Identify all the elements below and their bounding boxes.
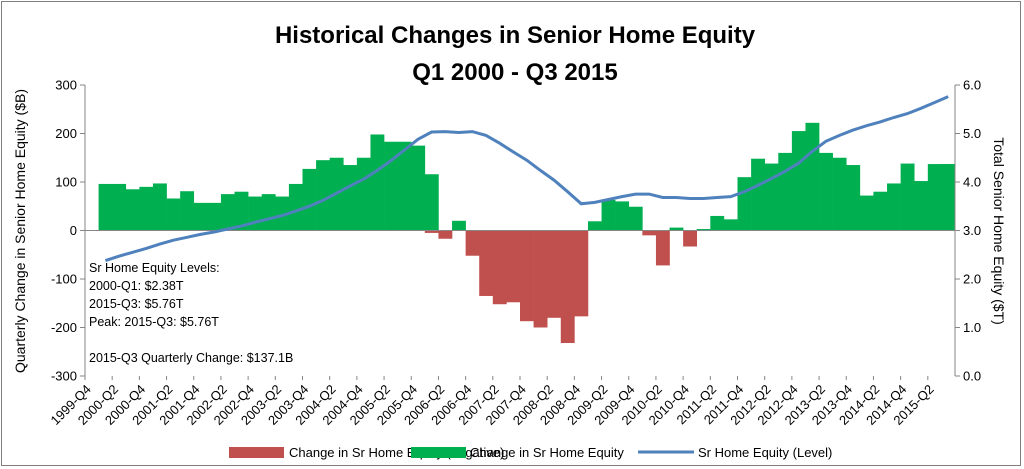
bar-positive-2003-Q2: [275, 196, 290, 231]
bar-positive-2009-Q2: [601, 199, 616, 231]
bar-positive-2014-Q1: [859, 195, 874, 231]
bar-positive-2004-Q4: [356, 157, 371, 231]
bar-positive-2013-Q2: [819, 152, 833, 231]
bar-positive-2009-Q1: [587, 221, 602, 231]
bar-positive-2000-Q2: [112, 183, 127, 231]
bar-positive-2015-Q3: [941, 164, 956, 231]
left-tick-label: 0: [70, 223, 77, 238]
level-series-line: [104, 95, 949, 263]
annotation-line-1: Sr Home Equity Levels:: [89, 261, 220, 275]
bar-positive-2014-Q2: [873, 191, 888, 231]
annotation-line-4: Peak: 2015-Q3: $5.76T: [89, 315, 219, 329]
bar-positive-2002-Q1: [207, 202, 222, 231]
bar-positive-2014-Q4: [900, 163, 915, 231]
right-tick-label: 5.0: [963, 126, 981, 141]
right-y-ticks: 6.0 5.0 4.0 3.0 2.0 1.0 0.0: [955, 78, 981, 384]
left-axis-title: Quarterly Change in Senior Home Equity (…: [12, 89, 28, 373]
bar-negative-2006-Q2: [438, 230, 453, 239]
bar-positive-2015-Q1: [914, 181, 929, 231]
bar-positive-2014-Q3: [887, 183, 901, 231]
bar-positive-2015-Q2: [927, 164, 942, 231]
bar-positive-2011-Q3: [723, 219, 738, 231]
legend-swatch-negative: [229, 447, 284, 458]
bar-negative-2007-Q2: [492, 230, 507, 305]
right-axis-title: Total Senior Home Equity ($T): [991, 137, 1007, 325]
bar-positive-2010-Q3: [669, 227, 684, 231]
bar-positive-2012-Q3: [778, 152, 793, 231]
bar-positive-2005-Q4: [411, 145, 426, 231]
bar-positive-2013-Q4: [846, 165, 861, 231]
bar-positive-2003-Q3: [288, 183, 303, 231]
bars-group: [98, 122, 956, 344]
bar-positive-2013-Q3: [832, 157, 847, 231]
x-ticks: 1999-Q42000-Q22000-Q42001-Q22001-Q42002-…: [48, 376, 937, 428]
right-tick-label: 6.0: [963, 78, 981, 93]
bar-negative-2007-Q3: [506, 230, 521, 303]
left-y-ticks: 300 200 100 0 -100 -200 -300: [51, 78, 85, 384]
annotation-line-3: 2015-Q3: $5.76T: [89, 297, 184, 311]
bar-positive-2002-Q3: [234, 191, 249, 231]
legend-label-level: Sr Home Equity (Level): [698, 445, 832, 460]
annotation-line-5: 2015-Q3 Quarterly Change: $137.1B: [89, 351, 293, 365]
bar-negative-2010-Q1: [642, 230, 657, 236]
left-tick-label: -200: [51, 320, 77, 335]
bar-positive-2000-Q3: [125, 189, 140, 231]
left-tick-label: -100: [51, 272, 77, 287]
bar-positive-2011-Q1: [696, 229, 711, 231]
bar-negative-2008-Q4: [574, 230, 589, 317]
bar-positive-2013-Q1: [805, 122, 820, 231]
bar-positive-2004-Q3: [343, 165, 358, 231]
bar-negative-2007-Q4: [520, 230, 534, 322]
right-tick-label: 2.0: [963, 272, 981, 287]
bar-negative-2008-Q3: [560, 230, 575, 344]
legend: Change in Sr Home Equity (negative) Chan…: [229, 445, 832, 460]
bar-positive-2002-Q4: [248, 196, 263, 231]
bar-positive-2003-Q1: [261, 194, 276, 231]
bar-positive-2006-Q3: [452, 220, 466, 231]
bar-positive-2000-Q1: [98, 183, 113, 231]
bar-positive-2001-Q4: [193, 202, 208, 231]
bar-positive-2011-Q4: [737, 177, 752, 231]
bar-positive-2005-Q3: [397, 141, 412, 231]
bar-positive-2002-Q2: [220, 194, 235, 231]
bar-positive-2001-Q2: [166, 198, 181, 231]
bar-positive-2001-Q1: [152, 183, 167, 231]
right-tick-label: 4.0: [963, 175, 981, 190]
bar-negative-2008-Q1: [533, 230, 548, 328]
bar-positive-2001-Q3: [180, 191, 195, 231]
right-tick-label: 1.0: [963, 320, 981, 335]
annotation-line-2: 2000-Q1: $2.38T: [89, 279, 184, 293]
bar-negative-2006-Q1: [424, 230, 439, 233]
annotation-box: Sr Home Equity Levels: 2000-Q1: $2.38T 2…: [89, 261, 293, 365]
bar-positive-2012-Q1: [751, 158, 765, 231]
bar-positive-2012-Q4: [791, 131, 806, 231]
right-tick-label: 3.0: [963, 223, 981, 238]
left-tick-label: -300: [51, 369, 77, 384]
bar-positive-2003-Q4: [302, 168, 317, 231]
left-tick-label: 200: [55, 126, 77, 141]
bar-negative-2010-Q2: [655, 230, 670, 266]
chart-title-line2: Q1 2000 - Q3 2015: [412, 59, 617, 86]
bar-positive-2011-Q2: [710, 215, 725, 231]
bar-positive-2012-Q2: [764, 163, 779, 231]
legend-swatch-positive: [411, 447, 466, 458]
bar-positive-2009-Q3: [615, 201, 630, 231]
bar-positive-2005-Q1: [370, 134, 385, 231]
bar-negative-2007-Q1: [479, 230, 494, 296]
left-tick-label: 300: [55, 78, 77, 93]
bar-positive-2006-Q1: [424, 174, 439, 231]
chart-title-line1: Historical Changes in Senior Home Equity: [275, 22, 756, 49]
bar-positive-2000-Q4: [139, 186, 154, 231]
bar-negative-2006-Q4: [465, 230, 480, 256]
left-tick-label: 100: [55, 175, 77, 190]
bar-positive-2009-Q4: [628, 206, 643, 231]
bar-negative-2010-Q4: [683, 230, 698, 247]
legend-label-positive: Change in Sr Home Equity: [470, 445, 624, 460]
bar-negative-2008-Q2: [547, 230, 562, 318]
bar-positive-2004-Q1: [316, 160, 330, 231]
right-tick-label: 0.0: [963, 369, 981, 384]
